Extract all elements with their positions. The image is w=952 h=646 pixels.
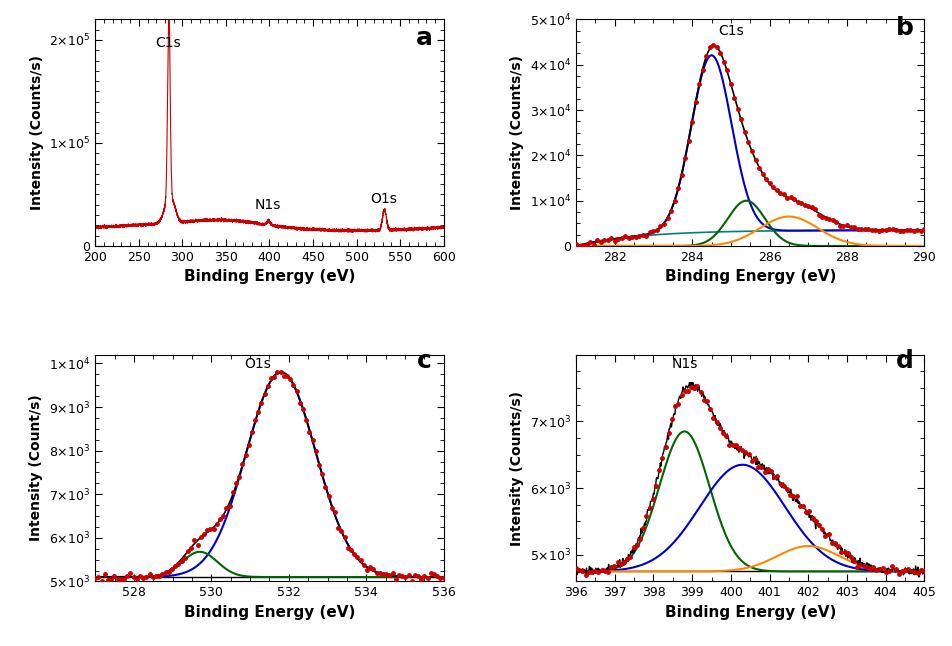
X-axis label: Binding Energy (eV): Binding Energy (eV) bbox=[184, 269, 355, 284]
Y-axis label: Intensity (Counts/s): Intensity (Counts/s) bbox=[509, 391, 524, 546]
Text: N1s: N1s bbox=[254, 198, 281, 212]
Text: c: c bbox=[416, 349, 431, 373]
Text: b: b bbox=[895, 16, 913, 40]
Y-axis label: Intensity (Counts/s): Intensity (Counts/s) bbox=[30, 55, 44, 210]
Text: a: a bbox=[416, 26, 432, 50]
Text: C1s: C1s bbox=[717, 25, 743, 38]
X-axis label: Binding Energy (eV): Binding Energy (eV) bbox=[664, 605, 835, 620]
Text: C1s: C1s bbox=[155, 36, 181, 50]
Text: O1s: O1s bbox=[244, 357, 271, 371]
Text: d: d bbox=[895, 349, 913, 373]
Text: N1s: N1s bbox=[670, 357, 697, 371]
X-axis label: Binding Energy (eV): Binding Energy (eV) bbox=[184, 605, 355, 620]
X-axis label: Binding Energy (eV): Binding Energy (eV) bbox=[664, 269, 835, 284]
Text: O1s: O1s bbox=[369, 192, 397, 205]
Y-axis label: Intensity (Counts/s): Intensity (Counts/s) bbox=[509, 55, 524, 210]
Y-axis label: Intensity (Count/s): Intensity (Count/s) bbox=[30, 395, 44, 541]
